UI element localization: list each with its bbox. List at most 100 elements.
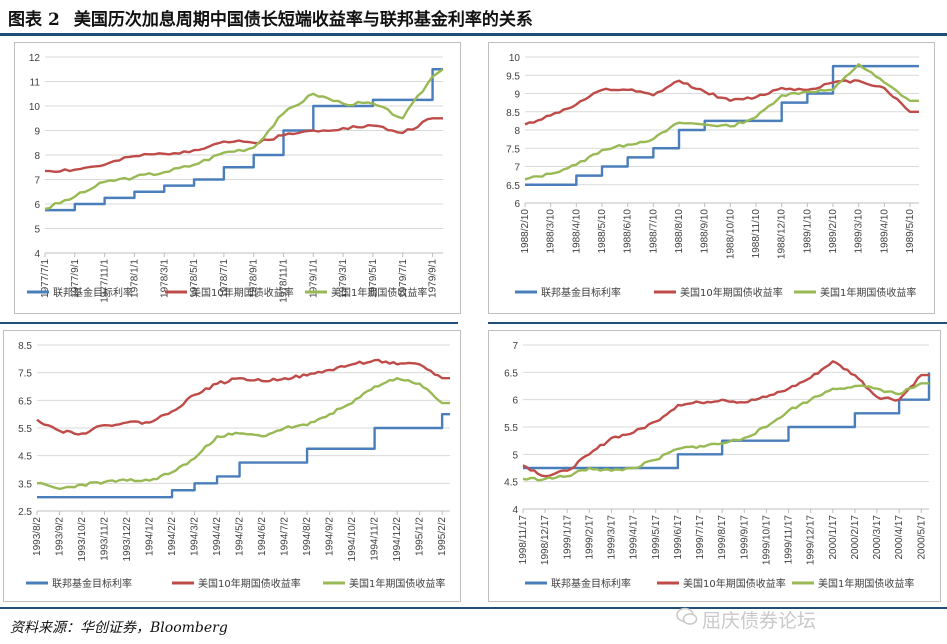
x-tick-label: 1988/10/10: [725, 209, 736, 259]
legend-label: 联邦基金目标利率: [53, 286, 133, 299]
x-tick-label: 1995/1/2: [415, 517, 426, 556]
series-line-ust-1y: [522, 382, 929, 482]
x-tick-label: 1988/6/10: [623, 209, 634, 254]
legend-label: 美国10年期国债收益率: [191, 286, 294, 299]
chart-svg-1977: 4 5 6 7 8 9 10 11 12 1977/7/1 1977/9/1 1977/11/1 197…: [27, 53, 444, 303]
y-tick-label: 10: [509, 53, 521, 64]
x-tick-label: 2000/5/17: [916, 515, 927, 560]
x-tick-label: 1989/4/10: [879, 209, 890, 254]
x-tick-label: 1988/5/10: [597, 209, 608, 254]
x-tick-label: 1993/11/2: [100, 517, 111, 561]
x-tick-label: 1988/2/10: [520, 209, 531, 254]
x-tick-label: 1994/7/2: [280, 517, 291, 556]
x-tick-label: 2000/2/17: [850, 515, 861, 560]
chart-panel-1993: 2.5 3.5 4.5 5.5 6.5 7.5 8.5 1993/8/2 1993/9/2 199…: [3, 330, 461, 602]
panel-separator-right: [488, 322, 947, 324]
x-tick-label: 1988/4/10: [571, 209, 582, 254]
y-tick-label: 7.5: [18, 369, 32, 380]
footer-rule: [0, 607, 947, 609]
x-tick-label: 1994/2/2: [167, 517, 178, 556]
x-tick-label: 1979/1/1: [308, 259, 319, 298]
x-tick-label: 1999/2/17: [584, 515, 595, 560]
series-line-ust-1y: [36, 377, 450, 491]
chart-svg-1998: 4 4.5 5 5.5 6 6.5 7 1998/11/17 1998/12/17 1999/1/…: [504, 341, 931, 590]
figure-title-text: 美国历次加息周期中国债长短端收益率与联邦基金利率的关系: [73, 10, 533, 30]
x-tick-label: 1989/2/10: [828, 209, 839, 254]
legend-label: 联邦基金目标利率: [52, 577, 132, 590]
y-tick-label: 4: [512, 505, 518, 516]
x-tick-label: 1994/5/2: [235, 517, 246, 556]
y-tick-label: 5.5: [18, 424, 32, 435]
y-tick-label: 7: [512, 341, 518, 352]
y-tick-label: 7: [514, 163, 520, 174]
x-tick-label: 1978/7/1: [219, 259, 230, 298]
x-tick-label: 1978/11/1: [279, 259, 290, 303]
legend-label: 联邦基金目标利率: [551, 577, 631, 590]
figure-label: 图表: [8, 10, 42, 30]
x-tick-label: 1999/11/17: [784, 515, 795, 565]
y-tick-label: 8.5: [506, 108, 520, 119]
y-tick-label: 6: [514, 199, 520, 210]
series-line-fed-funds: [523, 372, 931, 470]
x-tick-label: 2000/4/17: [894, 515, 905, 560]
series-line-ust-10y: [524, 79, 919, 126]
y-tick-label: 12: [29, 53, 41, 64]
y-tick-label: 6.5: [504, 368, 518, 379]
x-tick-label: 1988/3/10: [546, 209, 557, 254]
figure-number: 2: [48, 10, 60, 30]
legend-label: 美国1年期国债收益率: [818, 577, 914, 590]
x-tick-label: 1977/9/1: [70, 259, 81, 298]
x-tick-label: 1978/1/1: [129, 259, 140, 298]
chart-svg-1993: 2.5 3.5 4.5 5.5 6.5 7.5 8.5 1993/8/2 1993/9/2 199…: [18, 341, 450, 590]
x-tick-label: 1977/11/1: [100, 259, 111, 303]
x-tick-label: 1999/8/17: [717, 515, 728, 560]
y-tick-label: 5: [512, 450, 518, 461]
y-tick-label: 11: [30, 78, 41, 89]
y-tick-label: 5: [34, 225, 40, 236]
y-tick-label: 8.5: [18, 341, 32, 352]
x-tick-label: 1999/5/17: [651, 515, 662, 560]
x-tick-label: 1994/12/2: [392, 517, 403, 562]
x-tick-label: 1998/12/17: [540, 515, 551, 565]
x-tick-label: 1988/12/10: [777, 209, 788, 259]
x-tick-label: 1999/7/17: [695, 515, 706, 560]
legend-label: 美国10年期国债收益率: [683, 577, 786, 590]
panel-separator-left: [0, 322, 458, 324]
legend-label: 美国10年期国债收益率: [198, 577, 301, 590]
legend-label: 美国1年期国债收益率: [349, 577, 445, 590]
x-tick-label: 1999/12/17: [806, 515, 817, 565]
x-tick-label: 1994/6/2: [257, 517, 268, 556]
x-tick-label: 1979/7/1: [398, 259, 409, 298]
chart-panel-1998: 4 4.5 5 5.5 6 6.5 7 1998/11/17 1998/12/17 1999/1/…: [488, 330, 941, 602]
x-tick-label: 1994/3/2: [190, 517, 201, 556]
legend-label: 美国1年期国债收益率: [820, 286, 916, 299]
x-tick-label: 1994/9/2: [325, 517, 336, 556]
x-tick-label: 1999/10/17: [761, 515, 772, 565]
series-line-fed-funds: [37, 412, 450, 499]
x-tick-label: 1989/1/10: [802, 209, 813, 254]
x-tick-label: 2000/1/17: [828, 515, 839, 560]
y-tick-label: 4.5: [504, 478, 518, 489]
watermark-text: 屈庆债券论坛: [702, 610, 817, 632]
y-tick-label: 8: [514, 126, 520, 137]
x-tick-label: 1977/7/1: [40, 259, 51, 298]
series-line-ust-10y: [44, 117, 443, 173]
x-tick-label: 1994/4/2: [212, 517, 223, 556]
x-tick-label: 1999/9/17: [739, 515, 750, 560]
x-tick-label: 1978/5/1: [189, 259, 200, 298]
legend-label: 联邦基金目标利率: [541, 286, 621, 299]
x-tick-label: 1999/1/17: [562, 515, 573, 560]
x-tick-label: 1988/8/10: [674, 209, 685, 254]
x-tick-label: 1988/11/10: [751, 209, 762, 259]
x-tick-label: 1995/2/2: [437, 517, 448, 556]
y-tick-label: 2.5: [18, 507, 32, 518]
series-line-ust-10y: [522, 360, 929, 478]
x-tick-label: 1978/9/1: [249, 259, 260, 298]
x-tick-label: 1989/5/10: [905, 209, 916, 254]
x-tick-label: 1994/11/2: [370, 517, 381, 561]
series-line-fed-funds: [45, 68, 443, 212]
y-tick-label: 6.5: [506, 181, 520, 192]
x-tick-label: 1998/11/17: [518, 515, 529, 565]
y-tick-label: 6: [512, 396, 518, 407]
x-tick-label: 1978/3/1: [159, 259, 170, 298]
